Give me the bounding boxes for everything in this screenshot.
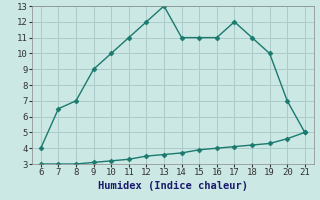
X-axis label: Humidex (Indice chaleur): Humidex (Indice chaleur) xyxy=(98,181,248,191)
